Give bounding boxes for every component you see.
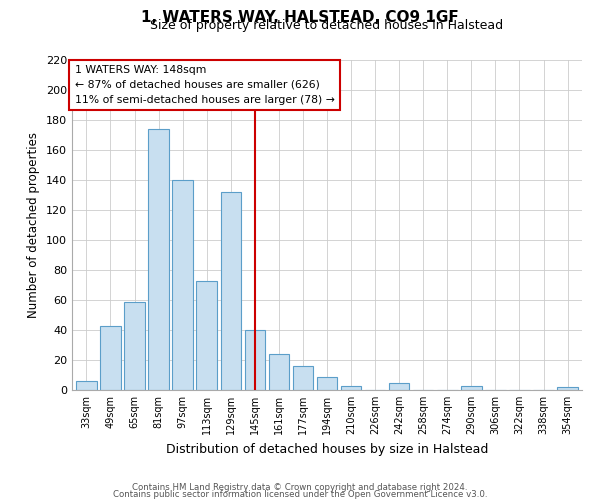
Bar — [557, 387, 578, 390]
Bar — [269, 354, 289, 390]
Bar — [341, 386, 361, 390]
Bar — [196, 280, 217, 390]
Bar — [124, 302, 145, 390]
Bar — [293, 366, 313, 390]
Bar — [245, 330, 265, 390]
Text: 1 WATERS WAY: 148sqm
← 87% of detached houses are smaller (626)
11% of semi-deta: 1 WATERS WAY: 148sqm ← 87% of detached h… — [74, 65, 334, 104]
Bar — [172, 180, 193, 390]
Text: Contains public sector information licensed under the Open Government Licence v3: Contains public sector information licen… — [113, 490, 487, 499]
X-axis label: Distribution of detached houses by size in Halstead: Distribution of detached houses by size … — [166, 442, 488, 456]
Title: Size of property relative to detached houses in Halstead: Size of property relative to detached ho… — [151, 20, 503, 32]
Bar — [317, 376, 337, 390]
Bar — [221, 192, 241, 390]
Bar — [461, 386, 482, 390]
Y-axis label: Number of detached properties: Number of detached properties — [28, 132, 40, 318]
Bar — [148, 129, 169, 390]
Bar — [76, 381, 97, 390]
Text: Contains HM Land Registry data © Crown copyright and database right 2024.: Contains HM Land Registry data © Crown c… — [132, 484, 468, 492]
Text: 1, WATERS WAY, HALSTEAD, CO9 1GF: 1, WATERS WAY, HALSTEAD, CO9 1GF — [141, 10, 459, 25]
Bar — [100, 326, 121, 390]
Bar — [389, 382, 409, 390]
